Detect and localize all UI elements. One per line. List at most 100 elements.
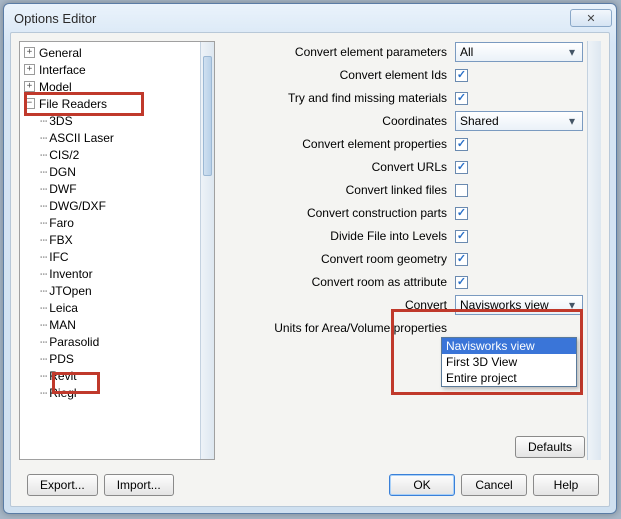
tree-item[interactable]: ⋯DWF (20, 180, 200, 197)
defaults-button-wrap: Defaults (515, 436, 585, 458)
tree-item-label: ASCII Laser (49, 131, 114, 145)
close-icon: ✕ (586, 12, 595, 25)
settings-row: Convert element properties (223, 133, 587, 155)
tree-item[interactable]: General (20, 44, 200, 61)
collapse-icon[interactable] (24, 98, 35, 109)
settings-row: Convert element Ids (223, 64, 587, 86)
tree-branch-icon: ⋯ (40, 301, 46, 315)
tree-item[interactable]: ⋯Parasolid (20, 333, 200, 350)
tree-item-label: DWF (49, 182, 76, 196)
settings-label: Convert (223, 298, 455, 312)
help-button[interactable]: Help (533, 474, 599, 496)
tree-item[interactable]: ⋯Faro (20, 214, 200, 231)
tree-item[interactable]: ⋯DGN (20, 163, 200, 180)
settings-panel: Convert element parametersAll▾ Convert el… (223, 41, 601, 460)
tree-item-label: DWG/DXF (49, 199, 106, 213)
checkbox[interactable] (455, 161, 468, 174)
settings-row: Convert element parametersAll▾ (223, 41, 587, 63)
tree-item[interactable]: ⋯Revit (20, 367, 200, 384)
settings-control (455, 253, 587, 266)
import-button[interactable]: Import... (104, 474, 174, 496)
tree-item[interactable]: ⋯Riegl (20, 384, 200, 401)
tree-item[interactable]: ⋯IFC (20, 248, 200, 265)
settings-control: Navisworks view▾ (455, 295, 587, 315)
tree-item[interactable]: Interface (20, 61, 200, 78)
close-button[interactable]: ✕ (570, 9, 612, 27)
tree-branch-icon: ⋯ (40, 114, 46, 128)
tree-item-label: Inventor (49, 267, 92, 281)
select[interactable]: All▾ (455, 42, 583, 62)
checkbox[interactable] (455, 230, 468, 243)
tree-item[interactable]: ⋯PDS (20, 350, 200, 367)
checkbox[interactable] (455, 253, 468, 266)
tree-branch-icon: ⋯ (40, 284, 46, 298)
category-tree: GeneralInterfaceModelFile Readers⋯3DS⋯AS… (19, 41, 215, 460)
tree-branch-icon: ⋯ (40, 233, 46, 247)
tree-scrollbar[interactable] (200, 42, 214, 459)
checkbox[interactable] (455, 207, 468, 220)
select-covered[interactable] (455, 318, 583, 338)
settings-row: Try and find missing materials (223, 87, 587, 109)
tree-item[interactable]: ⋯Inventor (20, 265, 200, 282)
settings-row: Divide File into Levels (223, 225, 587, 247)
settings-control (455, 92, 587, 105)
settings-label: Units for Area/Volume properties (223, 321, 455, 335)
tree-item-label: CIS/2 (49, 148, 79, 162)
settings-scrollbar[interactable] (587, 41, 601, 460)
cancel-button[interactable]: Cancel (461, 474, 527, 496)
settings-label: Convert linked files (223, 183, 455, 197)
tree-branch-icon: ⋯ (40, 335, 46, 349)
expand-icon[interactable] (24, 47, 35, 58)
tree-item-label: Interface (39, 63, 86, 77)
tree-branch-icon: ⋯ (40, 267, 46, 281)
checkbox[interactable] (455, 184, 468, 197)
tree-item-label: Riegl (49, 386, 76, 400)
tree-item[interactable]: ⋯FBX (20, 231, 200, 248)
tree-item[interactable]: ⋯ASCII Laser (20, 129, 200, 146)
tree-branch-icon: ⋯ (40, 148, 46, 162)
tree-item[interactable]: ⋯3DS (20, 112, 200, 129)
tree-item[interactable]: ⋯JTOpen (20, 282, 200, 299)
tree-scrollbar-thumb[interactable] (203, 56, 212, 176)
checkbox[interactable] (455, 276, 468, 289)
ok-button[interactable]: OK (389, 474, 455, 496)
settings-control: All▾ (455, 42, 587, 62)
expand-icon[interactable] (24, 81, 35, 92)
dropdown-option[interactable]: Navisworks view (442, 338, 576, 354)
settings-control (455, 138, 587, 151)
defaults-button[interactable]: Defaults (515, 436, 585, 458)
tree-scroll-region[interactable]: GeneralInterfaceModelFile Readers⋯3DS⋯AS… (20, 42, 200, 459)
settings-label: Convert element properties (223, 137, 455, 151)
settings-row: Convert room as attribute (223, 271, 587, 293)
select-value: All (460, 45, 473, 59)
tree-item-label: FBX (49, 233, 72, 247)
settings-control (455, 184, 587, 197)
settings-label: Convert element Ids (223, 68, 455, 82)
tree-item[interactable]: Model (20, 78, 200, 95)
select[interactable]: Shared▾ (455, 111, 583, 131)
tree-branch-icon: ⋯ (40, 199, 46, 213)
settings-label: Coordinates (223, 114, 455, 128)
checkbox[interactable] (455, 69, 468, 82)
select[interactable]: Navisworks view▾ (455, 295, 583, 315)
convert-dropdown-list[interactable]: Navisworks viewFirst 3D ViewEntire proje… (441, 337, 577, 387)
settings-row: Units for Area/Volume properties (223, 317, 587, 339)
dropdown-option[interactable]: Entire project (442, 370, 576, 386)
tree-item-label: Faro (49, 216, 74, 230)
settings-label: Divide File into Levels (223, 229, 455, 243)
tree-item-label: Model (39, 80, 72, 94)
checkbox[interactable] (455, 138, 468, 151)
settings-label: Try and find missing materials (223, 91, 455, 105)
dialog-footer: Export... Import... OK Cancel Help (11, 468, 609, 506)
tree-item-file-readers[interactable]: File Readers (20, 95, 200, 112)
tree-item[interactable]: ⋯Leica (20, 299, 200, 316)
checkbox[interactable] (455, 92, 468, 105)
tree-item[interactable]: ⋯CIS/2 (20, 146, 200, 163)
export-button[interactable]: Export... (27, 474, 98, 496)
dropdown-option[interactable]: First 3D View (442, 354, 576, 370)
expand-icon[interactable] (24, 64, 35, 75)
tree-item[interactable]: ⋯MAN (20, 316, 200, 333)
tree-item-label: MAN (49, 318, 76, 332)
tree-item[interactable]: ⋯DWG/DXF (20, 197, 200, 214)
select-value: Navisworks view (460, 298, 549, 312)
